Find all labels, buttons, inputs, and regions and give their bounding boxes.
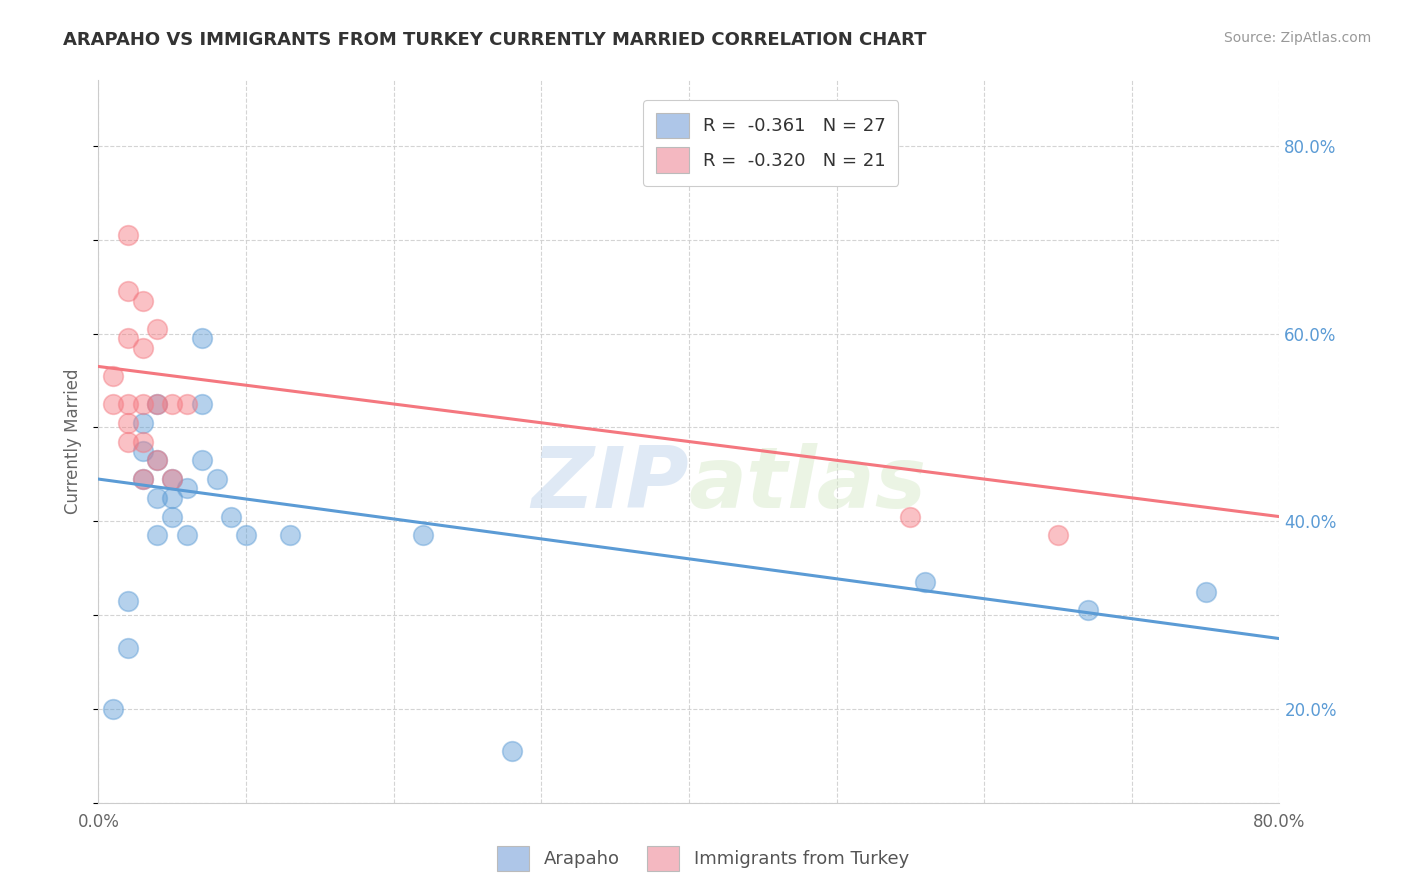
Text: atlas: atlas (689, 443, 927, 526)
Point (117, 434, 139, 449)
Point (146, 397, 169, 411)
Point (162, 397, 183, 411)
Point (117, 416, 139, 430)
Point (412, 528, 434, 542)
Point (132, 416, 155, 430)
Point (117, 285, 139, 299)
Point (221, 509, 243, 524)
Point (191, 331, 214, 345)
Point (162, 472, 183, 486)
Text: Source: ZipAtlas.com: Source: ZipAtlas.com (1223, 31, 1371, 45)
Point (117, 397, 139, 411)
Point (117, 594, 139, 608)
Point (103, 368, 125, 383)
Point (176, 397, 198, 411)
Point (132, 341, 155, 355)
Point (103, 702, 125, 716)
Y-axis label: Currently Married: Currently Married (65, 368, 83, 515)
Point (1077, 603, 1099, 617)
Point (146, 397, 169, 411)
Point (162, 472, 183, 486)
Point (1195, 584, 1218, 599)
Point (132, 472, 155, 486)
Point (191, 397, 214, 411)
Point (162, 491, 183, 505)
Point (132, 397, 155, 411)
Legend: Arapaho, Immigrants from Turkey: Arapaho, Immigrants from Turkey (489, 838, 917, 879)
Point (914, 575, 936, 590)
Point (117, 331, 139, 345)
Point (117, 228, 139, 243)
Point (176, 528, 198, 542)
Point (132, 472, 155, 486)
Point (1046, 528, 1070, 542)
Text: ZIP: ZIP (531, 443, 689, 526)
Point (191, 453, 214, 467)
Point (146, 322, 169, 336)
Point (280, 528, 302, 542)
Point (900, 509, 922, 524)
Point (103, 397, 125, 411)
Point (132, 444, 155, 458)
Point (162, 509, 183, 524)
Point (146, 491, 169, 505)
Text: ARAPAHO VS IMMIGRANTS FROM TURKEY CURRENTLY MARRIED CORRELATION CHART: ARAPAHO VS IMMIGRANTS FROM TURKEY CURREN… (63, 31, 927, 49)
Point (235, 528, 257, 542)
Point (205, 472, 228, 486)
Point (132, 293, 155, 308)
Point (146, 528, 169, 542)
Point (176, 482, 198, 496)
Point (146, 453, 169, 467)
Legend: R =  -0.361   N = 27, R =  -0.320   N = 21: R = -0.361 N = 27, R = -0.320 N = 21 (644, 100, 898, 186)
Point (501, 744, 523, 758)
Point (117, 640, 139, 655)
Point (132, 434, 155, 449)
Point (146, 453, 169, 467)
